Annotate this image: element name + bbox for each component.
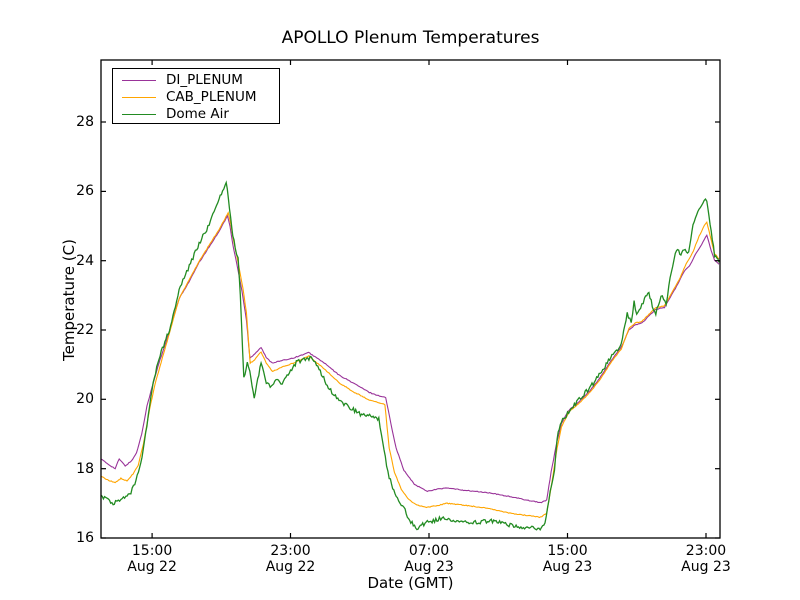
legend: DI_PLENUM CAB_PLENUM Dome Air <box>112 68 280 124</box>
series-line-cab-plenum <box>101 211 720 519</box>
legend-line-sample <box>122 80 156 81</box>
legend-line-sample <box>122 114 156 115</box>
y-tick-label: 28 <box>76 114 94 131</box>
legend-label: Dome Air <box>166 106 229 122</box>
x-tick-time: 07:00 <box>408 543 450 559</box>
legend-label: CAB_PLENUM <box>166 89 257 105</box>
y-tick-label: 22 <box>76 322 94 339</box>
x-tick-label: 15:00 Aug 23 <box>533 543 603 575</box>
legend-entry: DI_PLENUM <box>113 72 279 89</box>
y-tick-label: 24 <box>76 252 94 269</box>
x-tick-label: 15:00 Aug 22 <box>117 543 187 575</box>
x-tick-date: Aug 22 <box>265 559 316 575</box>
x-tick-label: 23:00 Aug 23 <box>671 543 741 575</box>
x-tick-time: 23:00 <box>270 543 311 559</box>
x-tick-time: 15:00 <box>547 543 588 559</box>
x-tick-date: Aug 23 <box>681 559 731 575</box>
legend-entry: Dome Air <box>113 106 279 123</box>
y-tick-label: 20 <box>76 391 94 408</box>
x-tick-date: Aug 23 <box>404 559 454 575</box>
x-tick-date: Aug 23 <box>542 559 593 575</box>
y-tick-label: 18 <box>76 460 94 477</box>
x-tick-label: 07:00 Aug 23 <box>394 543 464 575</box>
legend-line-sample <box>122 97 156 98</box>
chart-title: APOLLO Plenum Temperatures <box>281 28 540 48</box>
y-axis-label: Temperature (C) <box>60 239 78 361</box>
x-tick-time: 15:00 <box>131 543 173 559</box>
legend-entry: CAB_PLENUM <box>113 89 279 106</box>
series-line-dome-air <box>101 180 720 531</box>
y-tick-label: 16 <box>76 530 94 546</box>
series-line-di-plenum <box>101 213 720 504</box>
x-tick-date: Aug 22 <box>127 559 177 575</box>
legend-label: DI_PLENUM <box>166 72 243 88</box>
x-axis-label: Date (GMT) <box>367 574 454 592</box>
y-tick-label: 26 <box>76 183 94 200</box>
axes-frame <box>100 59 721 539</box>
x-tick-label: 23:00 Aug 22 <box>256 543 326 575</box>
x-tick-time: 23:00 <box>685 543 727 559</box>
